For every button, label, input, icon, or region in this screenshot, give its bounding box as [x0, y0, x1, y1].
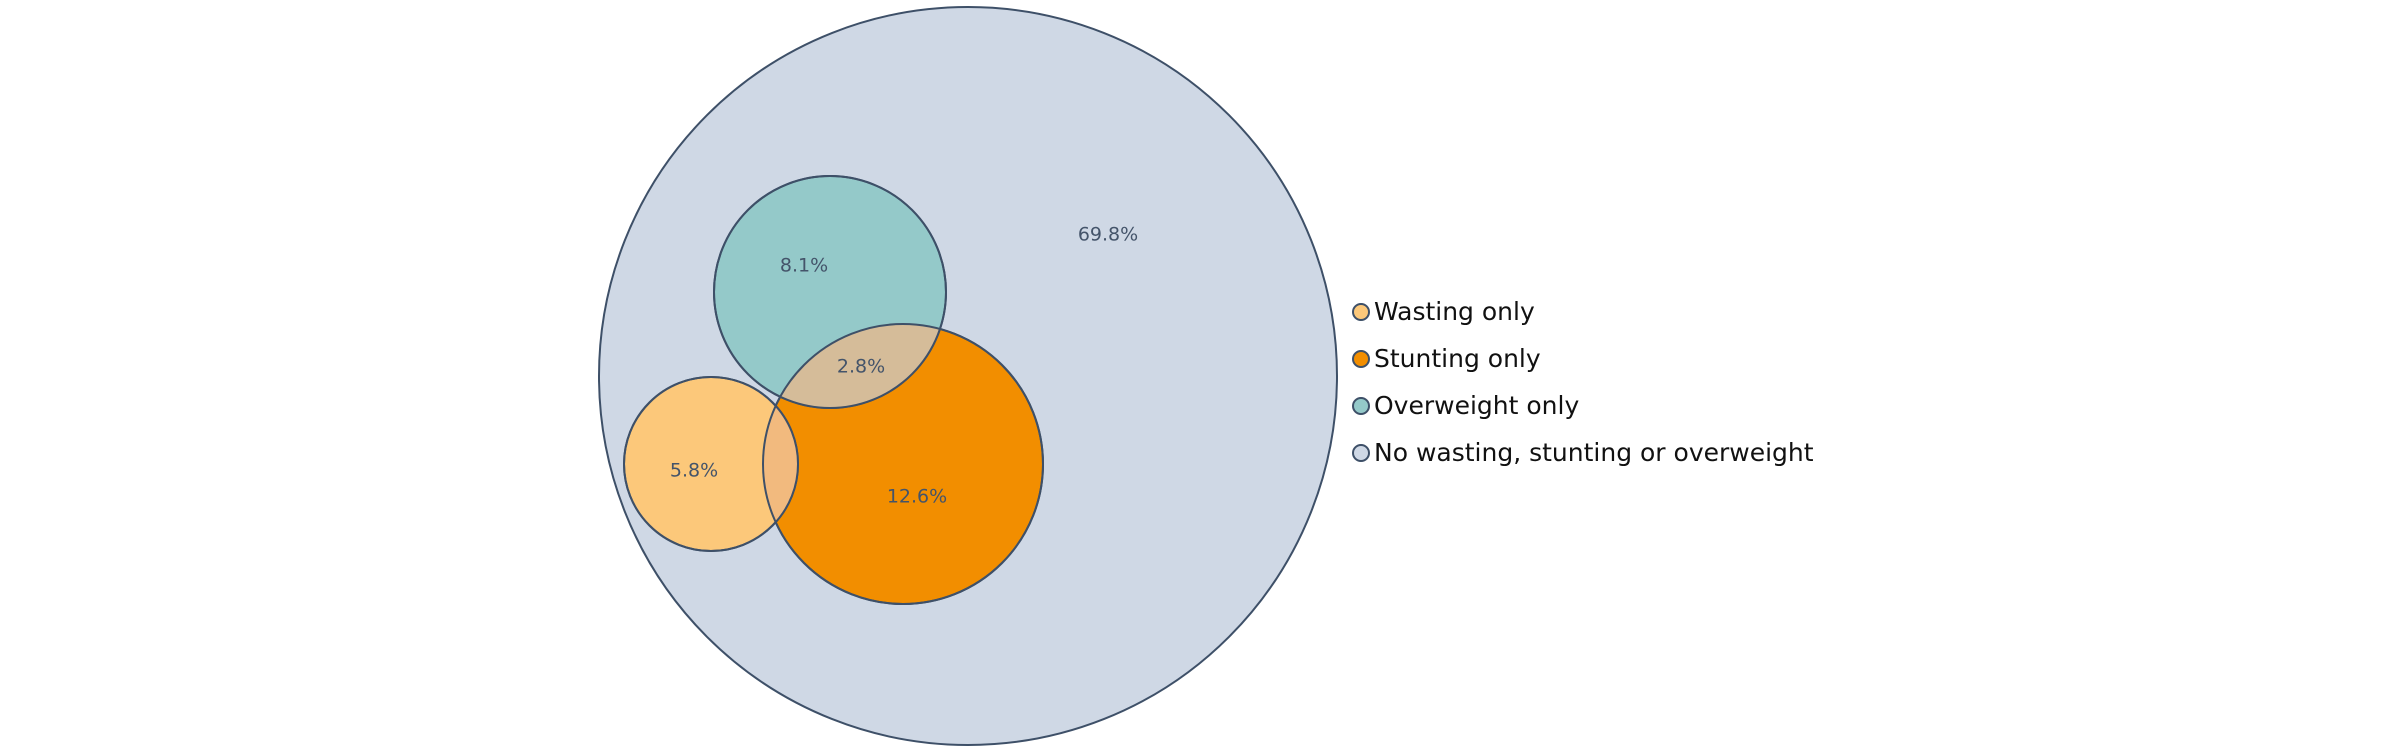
legend-item-overweight: Overweight only	[1352, 382, 1814, 429]
legend-item-stunting: Stunting only	[1352, 335, 1814, 382]
legend: Wasting only Stunting only Overweight on…	[1352, 288, 1814, 476]
region-label-stunting: 12.6%	[887, 486, 947, 508]
venn-outline-stunting	[762, 323, 1044, 605]
legend-label-overweight: Overweight only	[1374, 391, 1580, 420]
venn-outline-overweight	[713, 175, 947, 409]
legend-label-stunting: Stunting only	[1374, 344, 1541, 373]
legend-swatch-wasting	[1352, 302, 1370, 321]
region-label-overweight-stunting: 2.8%	[837, 356, 885, 378]
venn-outline-wasting	[623, 376, 799, 552]
venn-circles	[598, 6, 1338, 746]
region-label-overweight: 8.1%	[780, 255, 828, 277]
legend-item-none: No wasting, stunting or overweight	[1352, 429, 1814, 476]
legend-swatch-stunting	[1352, 349, 1370, 368]
legend-label-none: No wasting, stunting or overweight	[1374, 438, 1814, 467]
region-label-none: 69.8%	[1078, 224, 1138, 246]
legend-swatch-overweight	[1352, 396, 1370, 415]
legend-item-wasting: Wasting only	[1352, 288, 1814, 335]
venn-labels: 69.8% 8.1% 12.6% 5.8% 2.8%	[670, 224, 1138, 508]
region-label-wasting: 5.8%	[670, 460, 718, 482]
legend-swatch-none	[1352, 443, 1370, 462]
legend-label-wasting: Wasting only	[1374, 297, 1535, 326]
